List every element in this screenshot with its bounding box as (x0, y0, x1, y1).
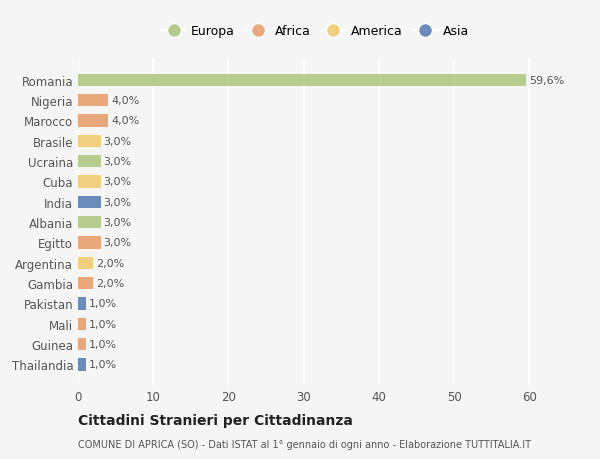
Bar (78, 176, 101, 188)
Bar (78, 95, 108, 107)
Bar (78, 115, 108, 127)
Bar (78, 298, 86, 310)
Text: 4,0%: 4,0% (111, 96, 139, 106)
Text: 3,0%: 3,0% (104, 197, 132, 207)
Text: 3,0%: 3,0% (104, 136, 132, 146)
Text: 59,6%: 59,6% (529, 76, 565, 85)
Text: 1,0%: 1,0% (89, 339, 116, 349)
Text: 1,0%: 1,0% (89, 319, 116, 329)
Bar (78, 135, 101, 147)
Bar (78, 74, 526, 87)
Text: COMUNE DI APRICA (SO) - Dati ISTAT al 1° gennaio di ogni anno - Elaborazione TUT: COMUNE DI APRICA (SO) - Dati ISTAT al 1°… (78, 440, 531, 449)
Text: 3,0%: 3,0% (104, 238, 132, 248)
Bar (78, 338, 86, 351)
Text: 1,0%: 1,0% (89, 360, 116, 369)
Bar (78, 156, 101, 168)
Bar (78, 257, 93, 269)
Text: Cittadini Stranieri per Cittadinanza: Cittadini Stranieri per Cittadinanza (78, 414, 353, 428)
Legend: Europa, Africa, America, Asia: Europa, Africa, America, Asia (156, 20, 474, 43)
Text: 1,0%: 1,0% (89, 299, 116, 309)
Text: 2,0%: 2,0% (96, 279, 124, 288)
Bar (78, 318, 86, 330)
Bar (78, 358, 86, 371)
Text: 4,0%: 4,0% (111, 116, 139, 126)
Text: 2,0%: 2,0% (96, 258, 124, 268)
Bar (78, 217, 101, 229)
Text: 3,0%: 3,0% (104, 177, 132, 187)
Bar (78, 237, 101, 249)
Bar (78, 277, 93, 290)
Text: 3,0%: 3,0% (104, 157, 132, 167)
Bar (78, 196, 101, 208)
Text: 3,0%: 3,0% (104, 218, 132, 228)
